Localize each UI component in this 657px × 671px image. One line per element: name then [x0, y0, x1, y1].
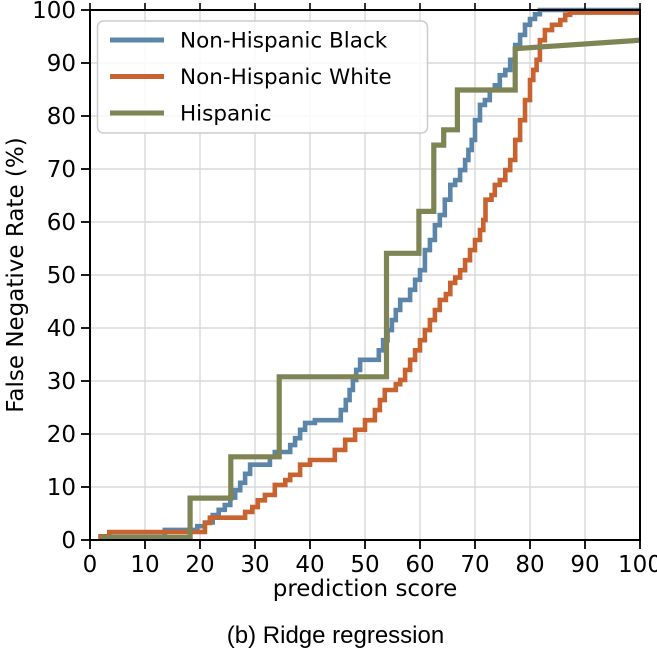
x-tick-label-30: 30	[240, 552, 269, 578]
y-tick-label-90: 90	[47, 51, 76, 77]
legend-entry: Non-Hispanic Black	[110, 29, 388, 54]
x-tick-label-60: 60	[405, 552, 434, 578]
x-tick-label-100: 100	[618, 552, 657, 578]
y-tick-label-0: 0	[61, 528, 76, 554]
x-tick-label-0: 0	[83, 552, 98, 578]
fnr-vs-prediction-score-chart: 0 10 20 30 40 50 60 70 80 90 100 0 10 20 30 40 50 60 70 80 9…	[3, 0, 657, 602]
legend-entry: Non-Hispanic White	[110, 65, 392, 90]
series-line-non-hispanic-white	[98, 10, 640, 539]
axis-ticks	[81, 3, 641, 549]
x-tick-label-20: 20	[185, 552, 214, 578]
series-line-hispanic	[101, 37, 641, 540]
axis-tick-labels: 0 10 20 30 40 50 60 70 80 90 100 0 10 20 30 40 50 60 70 80 9…	[32, 0, 657, 578]
y-tick-label-30: 30	[47, 369, 76, 395]
y-tick-label-70: 70	[47, 157, 76, 183]
y-tick-label-100: 100	[32, 0, 76, 24]
legend-box	[96, 20, 429, 134]
series-lines	[98, 7, 641, 540]
y-axis-label: False Negative Rate (%)	[3, 137, 29, 412]
legend-label: Non-Hispanic White	[180, 65, 392, 90]
y-tick-label-50: 50	[47, 263, 76, 289]
x-tick-label-40: 40	[295, 552, 324, 578]
y-tick-label-80: 80	[47, 104, 76, 130]
y-tick-label-60: 60	[47, 210, 76, 236]
x-tick-label-90: 90	[570, 552, 599, 578]
y-tick-label-40: 40	[47, 316, 76, 342]
x-axis-label: prediction score	[273, 576, 458, 602]
x-tick-label-50: 50	[350, 552, 379, 578]
x-tick-label-70: 70	[460, 552, 489, 578]
y-tick-label-10: 10	[47, 475, 76, 501]
x-tick-label-80: 80	[515, 552, 544, 578]
figure-caption: (b) Ridge regression	[226, 622, 445, 649]
x-tick-label-10: 10	[130, 552, 159, 578]
legend-entry: Hispanic	[110, 102, 272, 127]
legend-label: Non-Hispanic Black	[180, 29, 388, 54]
y-tick-label-20: 20	[47, 422, 76, 448]
legend: Non-Hispanic Black Non-Hispanic White Hisp…	[96, 20, 429, 134]
legend-label: Hispanic	[180, 102, 272, 127]
